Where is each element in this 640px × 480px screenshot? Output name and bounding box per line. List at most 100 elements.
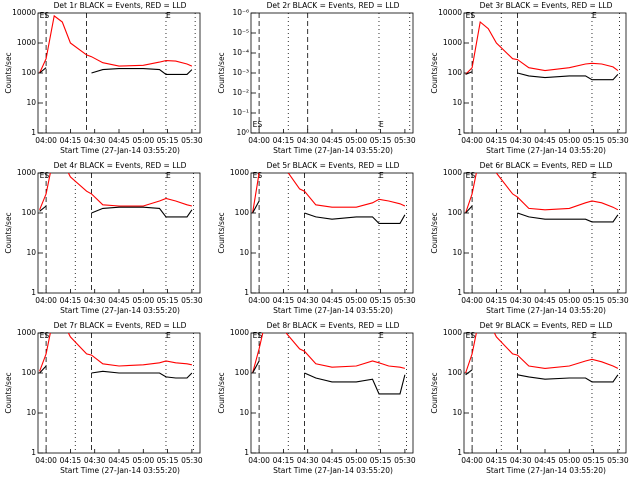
- x-tick-label: 04:00: [35, 136, 57, 145]
- y-tick-label: 1000: [230, 168, 249, 177]
- y-tick-label: 1000: [17, 168, 36, 177]
- annotation: ES: [253, 171, 263, 180]
- x-tick-label: 04:45: [534, 296, 556, 305]
- annotation: ES: [253, 120, 263, 129]
- y-tick-label: 1: [31, 128, 36, 137]
- x-tick-label: 04:00: [461, 136, 483, 145]
- y-axis-label: Counts/sec: [4, 52, 13, 93]
- series-line: [465, 369, 619, 383]
- x-axis-label: Start Time (27-Jan-14 03:55:20): [60, 306, 180, 315]
- series-line: [39, 173, 193, 211]
- series-group: [465, 173, 619, 223]
- x-tick-label: 05:00: [132, 456, 154, 465]
- series-line: [39, 333, 193, 372]
- y-tick-label: 1000: [443, 38, 462, 47]
- x-tick-label: 05:15: [157, 136, 179, 145]
- chart-title: Det 9r BLACK = Events, RED = LLD: [480, 321, 613, 330]
- x-tick-label: 04:15: [486, 136, 508, 145]
- y-tick-label: 10⁻⁴: [232, 48, 249, 57]
- x-tick-label: 05:30: [181, 136, 203, 145]
- y-tick-label: 1: [457, 288, 462, 297]
- chart-title: Det 6r BLACK = Events, RED = LLD: [480, 161, 613, 170]
- x-tick-label: 05:15: [370, 136, 392, 145]
- x-tick-label: 04:00: [461, 296, 483, 305]
- x-tick-label: 05:15: [583, 456, 605, 465]
- x-axis-label: Start Time (27-Jan-14 03:55:20): [486, 466, 606, 475]
- x-tick-label: 04:00: [35, 456, 57, 465]
- x-axis-label: Start Time (27-Jan-14 03:55:20): [273, 306, 393, 315]
- x-tick-label: 04:30: [297, 296, 319, 305]
- x-tick-label: 05:15: [583, 296, 605, 305]
- x-tick-label: 04:00: [248, 456, 270, 465]
- x-tick-label: 04:15: [60, 136, 82, 145]
- y-axis-label: Counts/sec: [4, 212, 13, 253]
- x-tick-label: 05:30: [181, 296, 203, 305]
- series-line: [252, 333, 406, 374]
- chart-title: Det 5r BLACK = Events, RED = LLD: [267, 161, 400, 170]
- x-tick-label: 05:15: [157, 456, 179, 465]
- series-line: [39, 67, 193, 75]
- x-tick-label: 05:30: [394, 296, 416, 305]
- x-tick-label: 05:30: [607, 136, 629, 145]
- x-tick-label: 04:15: [60, 296, 82, 305]
- x-tick-label: 05:30: [607, 296, 629, 305]
- annotation: ES: [466, 171, 476, 180]
- y-tick-label: 100: [235, 368, 250, 377]
- x-axis-label: Start Time (27-Jan-14 03:55:20): [60, 146, 180, 155]
- x-tick-label: 05:00: [132, 136, 154, 145]
- series-line: [465, 71, 619, 81]
- x-tick-label: 04:45: [108, 456, 130, 465]
- series-line: [252, 173, 406, 214]
- series-line: [39, 14, 193, 74]
- annotation: ES: [466, 11, 476, 20]
- panel: Det 4r BLACK = Events, RED = LLD Start Ti…: [4, 161, 203, 315]
- panel: Det 6r BLACK = Events, RED = LLD Start Ti…: [430, 161, 629, 315]
- y-tick-label: 1000: [17, 38, 36, 47]
- x-axis-label: Start Time (27-Jan-14 03:55:20): [486, 306, 606, 315]
- x-tick-label: 05:00: [132, 296, 154, 305]
- y-tick-label: 10: [26, 98, 36, 107]
- x-tick-label: 05:15: [370, 456, 392, 465]
- y-axis-label: Counts/sec: [217, 212, 226, 253]
- x-tick-label: 04:30: [297, 456, 319, 465]
- y-axis-label: Counts/sec: [430, 212, 439, 253]
- x-axis-label: Start Time (27-Jan-14 03:55:20): [273, 466, 393, 475]
- series-line: [252, 360, 406, 395]
- x-tick-label: 04:45: [534, 456, 556, 465]
- annotation: ES: [40, 171, 50, 180]
- x-tick-label: 04:45: [534, 136, 556, 145]
- y-tick-label: 10⁰: [236, 128, 249, 137]
- panel: Det 2r BLACK = Events, RED = LLD Start Ti…: [217, 1, 416, 155]
- y-tick-label: 100: [22, 368, 37, 377]
- chart-title: Det 4r BLACK = Events, RED = LLD: [54, 161, 187, 170]
- annotation: E: [379, 171, 384, 180]
- x-tick-label: 04:30: [297, 136, 319, 145]
- x-tick-label: 04:00: [35, 296, 57, 305]
- x-axis-label: Start Time (27-Jan-14 03:55:20): [60, 466, 180, 475]
- x-tick-label: 05:00: [345, 456, 367, 465]
- y-tick-label: 10: [26, 408, 36, 417]
- chart-title: Det 2r BLACK = Events, RED = LLD: [267, 1, 400, 10]
- y-tick-label: 10: [26, 248, 36, 257]
- annotation: ES: [466, 331, 476, 340]
- y-tick-label: 1000: [443, 168, 462, 177]
- series-group: [39, 14, 193, 75]
- x-tick-label: 04:45: [108, 296, 130, 305]
- x-tick-label: 04:15: [486, 296, 508, 305]
- panel: Det 9r BLACK = Events, RED = LLD Start Ti…: [430, 321, 629, 475]
- y-tick-label: 100: [448, 68, 463, 77]
- x-tick-label: 04:30: [510, 136, 532, 145]
- y-tick-label: 10000: [438, 8, 462, 17]
- series-line: [465, 205, 619, 223]
- annotation: E: [379, 120, 384, 129]
- y-tick-label: 10: [452, 98, 462, 107]
- series-line: [465, 333, 619, 374]
- y-tick-label: 1: [31, 448, 36, 457]
- annotation: ES: [40, 11, 50, 20]
- series-group: [252, 173, 406, 224]
- x-tick-label: 04:15: [486, 456, 508, 465]
- chart-title: Det 8r BLACK = Events, RED = LLD: [267, 321, 400, 330]
- x-tick-label: 05:15: [370, 296, 392, 305]
- series-line: [465, 20, 619, 75]
